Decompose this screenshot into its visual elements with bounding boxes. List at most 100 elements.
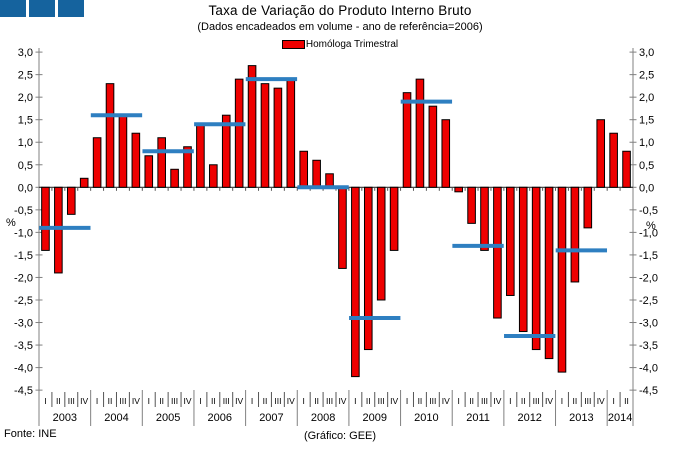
quarter-label-2008-Q1: I — [303, 396, 305, 406]
quarter-label-2003-Q4: IV — [80, 396, 88, 406]
chart-title: Taxa de Variação do Produto Interno Brut… — [208, 3, 472, 18]
quarter-label-2014-Q1: I — [612, 396, 614, 406]
bar-2003-Q3 — [66, 186, 76, 215]
quarter-label-2005-Q1: I — [148, 396, 150, 406]
quarter-label-2006-Q4: IV — [235, 396, 243, 406]
bar-2010-Q3 — [428, 105, 438, 188]
quarter-label-2012-Q4: IV — [545, 396, 553, 406]
y-tick-label-left: -4,0 — [14, 363, 33, 375]
quarter-label-2005-Q2: II — [159, 396, 164, 406]
quarter-label-2003-Q3: III — [68, 396, 75, 406]
logo-square-1 — [0, 0, 26, 17]
quarter-label-2009-Q1: I — [354, 396, 356, 406]
quarter-label-2009-Q4: IV — [390, 396, 398, 406]
source-note: Fonte: INE — [4, 428, 57, 440]
quarter-label-2005-Q3: III — [171, 396, 178, 406]
quarter-label-2010-Q2: II — [418, 396, 423, 406]
bar-2005-Q4 — [183, 146, 192, 188]
y-tick-label-right: -4,5 — [639, 385, 658, 397]
quarter-label-2007-Q3: III — [274, 396, 281, 406]
quarter-label-2006-Q3: III — [223, 396, 230, 406]
logo-square-3 — [58, 0, 84, 17]
y-tick-label-right: -3,5 — [639, 340, 658, 352]
bar-2005-Q2 — [157, 137, 166, 188]
bar-2006-Q4 — [234, 78, 244, 188]
bar-2012-Q2 — [518, 186, 528, 333]
bar-2009-Q1 — [351, 186, 360, 378]
bar-2014-Q1 — [609, 132, 618, 188]
bar-2010-Q4 — [441, 119, 451, 188]
bar-2014-Q2 — [622, 150, 631, 188]
quarter-label-2009-Q2: II — [366, 396, 371, 406]
quarter-label-2004-Q3: III — [119, 396, 126, 406]
y-tick-label-left: -4,5 — [14, 385, 33, 397]
bar-2009-Q2 — [363, 186, 373, 351]
y-tick-label-right: -2,0 — [639, 272, 658, 284]
bar-2007-Q1 — [247, 65, 257, 188]
y-tick-label-right: -2,5 — [639, 295, 658, 307]
quarter-label-2014-Q2: II — [624, 396, 629, 406]
quarter-label-2012-Q2: II — [521, 396, 526, 406]
y-tick-label-right: 2,0 — [639, 92, 654, 104]
y-tick-label-left: -1,0 — [14, 227, 33, 239]
year-label-2004: 2004 — [104, 412, 128, 424]
y-tick-label-left: -2,0 — [14, 272, 33, 284]
y-tick-label-right: 1,5 — [639, 115, 654, 127]
y-tick-label-right: -1,5 — [639, 250, 658, 262]
bar-2003-Q2 — [54, 186, 63, 274]
bar-2009-Q4 — [389, 186, 399, 251]
y-tick-label-left: 2,5 — [18, 70, 33, 82]
bar-2004-Q3 — [118, 114, 128, 188]
bar-2010-Q2 — [415, 78, 425, 188]
quarter-label-2011-Q3: III — [481, 396, 488, 406]
bar-2005-Q3 — [170, 168, 179, 188]
quarter-label-2003-Q1: I — [44, 396, 46, 406]
year-label-2012: 2012 — [517, 412, 541, 424]
y-tick-label-right: 2,5 — [639, 70, 654, 82]
quarter-label-2003-Q2: II — [56, 396, 61, 406]
quarter-label-2013-Q1: I — [561, 396, 563, 406]
bar-2008-Q4 — [338, 186, 347, 269]
y-tick-label-right: 1,0 — [639, 137, 654, 149]
quarter-label-2011-Q1: I — [457, 396, 459, 406]
bar-2008-Q2 — [312, 159, 321, 188]
y-tick-label-right: -0,5 — [639, 205, 658, 217]
y-tick-label-left: -1,5 — [14, 250, 33, 262]
bar-2007-Q2 — [260, 83, 270, 188]
y-tick-label-right: -3,0 — [639, 318, 658, 330]
bar-2005-Q1 — [144, 155, 154, 188]
quarter-label-2004-Q4: IV — [132, 396, 140, 406]
quarter-label-2012-Q1: I — [509, 396, 511, 406]
quarter-label-2006-Q1: I — [199, 396, 201, 406]
bar-2007-Q4 — [286, 78, 296, 188]
bar-2011-Q1 — [454, 186, 463, 193]
quarter-label-2010-Q3: III — [429, 396, 436, 406]
bar-2006-Q3 — [221, 114, 231, 188]
quarter-label-2013-Q2: II — [573, 396, 578, 406]
bar-2012-Q1 — [506, 186, 515, 296]
year-label-2010: 2010 — [414, 412, 438, 424]
logo-square-2 — [29, 0, 55, 17]
year-label-2006: 2006 — [208, 412, 232, 424]
three-squares-logo — [0, 0, 84, 17]
quarter-label-2007-Q1: I — [251, 396, 253, 406]
bar-2006-Q1 — [196, 123, 205, 188]
bar-2004-Q4 — [131, 132, 141, 188]
year-label-2014: 2014 — [608, 412, 632, 424]
bar-2011-Q4 — [493, 186, 502, 319]
year-label-2003: 2003 — [53, 412, 77, 424]
quarter-label-2004-Q2: II — [108, 396, 113, 406]
quarter-label-2005-Q4: IV — [183, 396, 191, 406]
year-label-2011: 2011 — [466, 412, 490, 424]
y-tick-label-left: -2,5 — [14, 295, 33, 307]
quarter-label-2011-Q4: IV — [493, 396, 501, 406]
legend-label: Homóloga Trimestral — [305, 39, 399, 50]
y-tick-label-right: -4,0 — [639, 363, 658, 375]
bar-2009-Q3 — [376, 186, 386, 301]
quarter-label-2008-Q2: II — [314, 396, 319, 406]
year-label-2008: 2008 — [311, 412, 335, 424]
chart-subtitle: (Dados encadeados em volume - ano de ref… — [197, 21, 483, 33]
y-tick-label-left: 3,0 — [18, 47, 33, 59]
